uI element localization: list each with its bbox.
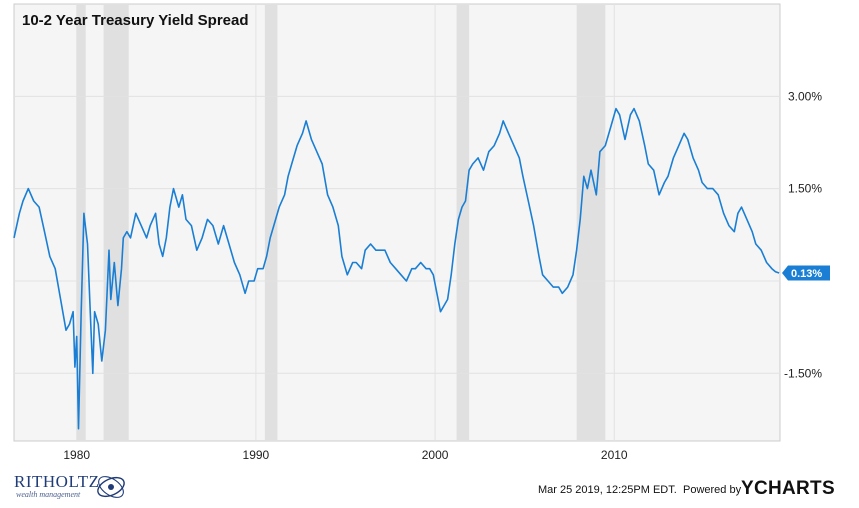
recession-band-0 <box>76 4 86 441</box>
series-line-group <box>13 107 780 430</box>
footer-timestamp: Mar 25 2019, 12:25PM EDT. <box>538 484 677 496</box>
recession-band-3 <box>456 4 470 441</box>
y-tick-label-1: 1.50% <box>788 182 822 196</box>
x-tick-label-0: 1980 <box>63 448 90 462</box>
last-value-tag-bg <box>782 265 830 281</box>
footer-powered-by: Powered by <box>683 484 742 496</box>
series-line-0 <box>13 107 780 430</box>
last-value-tag: 0.13% <box>782 265 830 281</box>
recession-bands <box>76 4 606 441</box>
chart-title: 10-2 Year Treasury Yield Spread <box>22 12 249 29</box>
y-tick-label-0: 3.00% <box>788 89 822 103</box>
ritholtz-logo: RITHOLTZ wealth management <box>8 470 133 504</box>
recession-band-1 <box>103 4 129 441</box>
logo-wordmark: RITHOLTZ <box>14 472 100 491</box>
y-tick-label-2: -1.50% <box>784 366 822 380</box>
logo-tagline: wealth management <box>16 490 81 499</box>
recession-band-4 <box>576 4 606 441</box>
plot-frame <box>13 3 781 442</box>
x-tick-label-1: 1990 <box>243 448 270 462</box>
x-tick-label-2: 2000 <box>422 448 449 462</box>
y-axis-ticks: 3.00% 1.50% -1.50% <box>784 89 822 380</box>
logo-emblem-icon <box>97 476 125 498</box>
recession-band-2 <box>264 4 278 441</box>
last-value-label: 0.13% <box>791 268 822 280</box>
x-tick-label-3: 2010 <box>601 448 628 462</box>
x-axis-ticks: 1980 1990 2000 2010 <box>63 448 628 462</box>
grid-lines <box>14 4 780 441</box>
ycharts-brand[interactable]: YCHARTS <box>741 478 835 499</box>
